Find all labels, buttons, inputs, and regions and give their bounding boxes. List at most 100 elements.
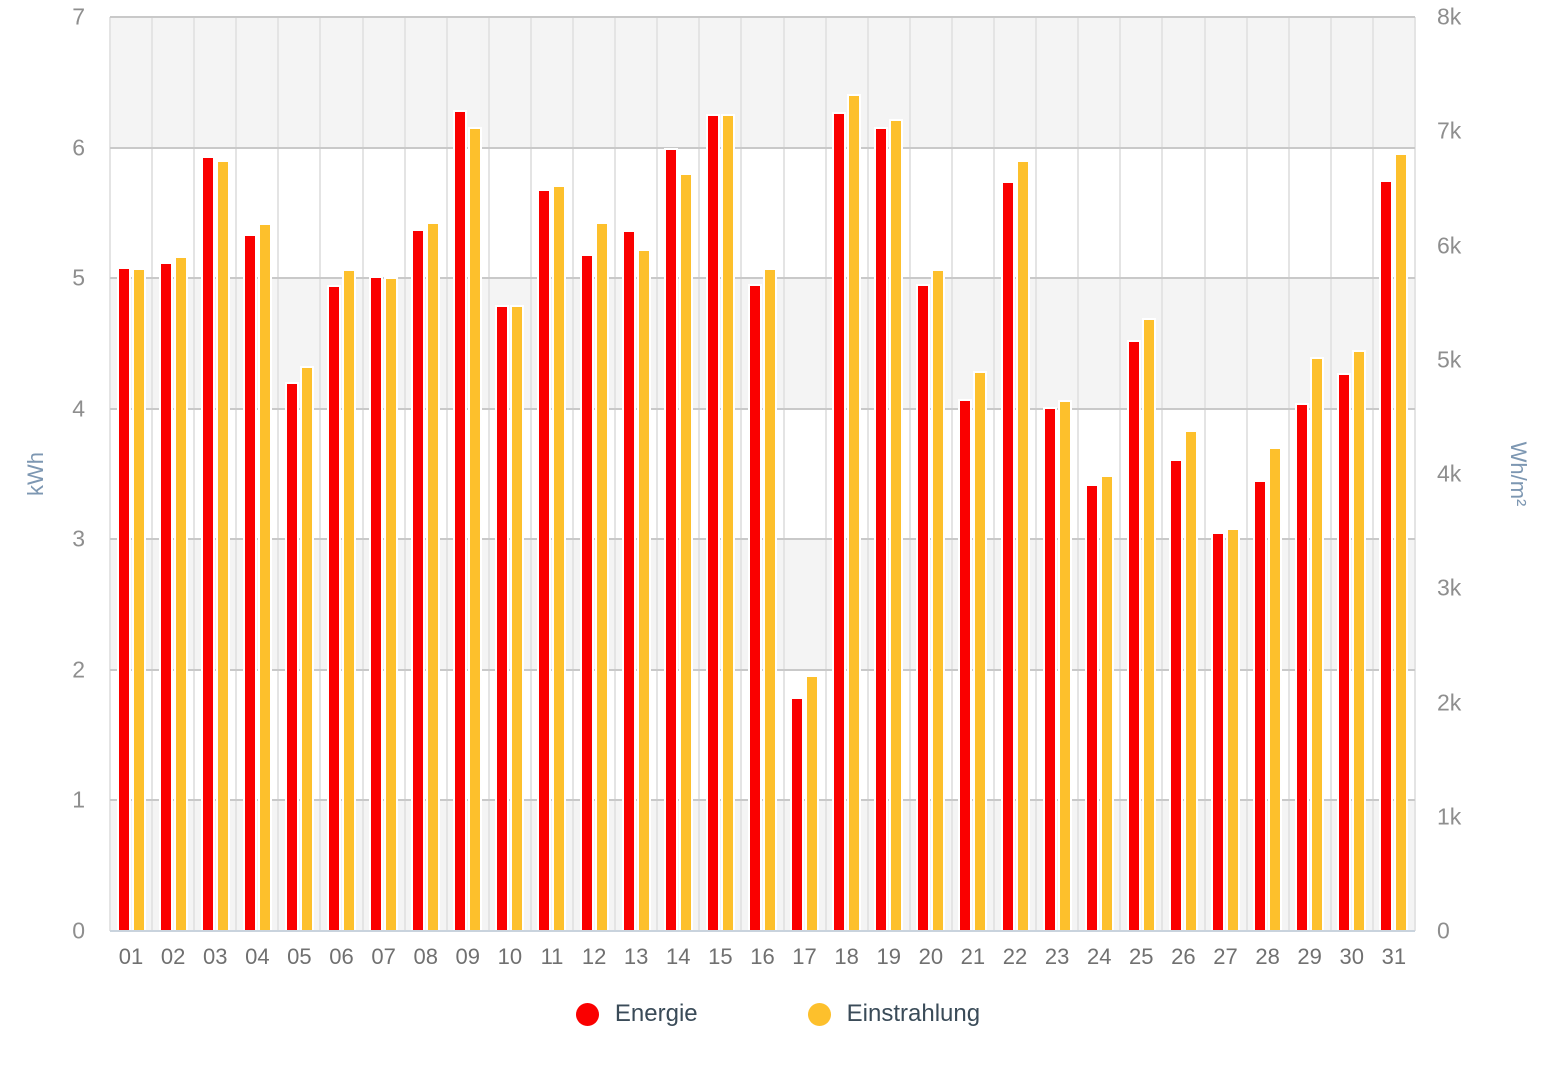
horizontal-gridline: [110, 146, 1415, 149]
bar-einstrahlung-20[interactable]: [931, 268, 946, 931]
bar-energie-04[interactable]: [242, 234, 257, 931]
bar-energie-16[interactable]: [747, 283, 762, 931]
right-tick-3k: 3k: [1437, 574, 1462, 601]
bar-einstrahlung-07[interactable]: [384, 276, 399, 931]
x-label-25: 25: [1129, 944, 1154, 969]
left-axis-ticks: 0 1 2 3 4 5 6 7: [0, 4, 85, 944]
bar-energie-26[interactable]: [1168, 458, 1183, 931]
bar-einstrahlung-18[interactable]: [847, 93, 862, 931]
bar-energie-20[interactable]: [916, 283, 931, 931]
vertical-gridline: [445, 17, 448, 931]
bar-energie-15[interactable]: [705, 114, 720, 931]
bar-energie-06[interactable]: [327, 285, 342, 931]
vertical-gridline: [193, 17, 196, 931]
bar-energie-27[interactable]: [1210, 532, 1225, 931]
bar-energie-13[interactable]: [621, 230, 636, 931]
x-label-10: 10: [497, 944, 523, 969]
x-label-19: 19: [876, 944, 901, 969]
bar-group-19: [868, 17, 910, 931]
bar-einstrahlung-09[interactable]: [468, 126, 483, 931]
vertical-gridline: [866, 17, 869, 931]
bar-energie-29[interactable]: [1295, 402, 1310, 931]
bar-energie-07[interactable]: [369, 276, 384, 931]
bar-group-28: [1247, 17, 1289, 931]
bar-einstrahlung-19[interactable]: [889, 118, 904, 931]
bar-energie-10[interactable]: [495, 304, 510, 931]
bar-energie-25[interactable]: [1126, 340, 1141, 931]
bar-einstrahlung-24[interactable]: [1099, 475, 1114, 931]
bar-einstrahlung-14[interactable]: [678, 172, 693, 931]
bar-energie-01[interactable]: [116, 267, 131, 931]
left-tick-4: 4: [72, 395, 85, 422]
bar-group-03: [194, 17, 236, 931]
vertical-gridline: [151, 17, 154, 931]
bar-einstrahlung-25[interactable]: [1141, 317, 1156, 931]
bar-einstrahlung-23[interactable]: [1057, 400, 1072, 931]
bar-energie-02[interactable]: [158, 261, 173, 931]
bar-einstrahlung-16[interactable]: [762, 267, 777, 931]
bar-einstrahlung-17[interactable]: [805, 675, 820, 931]
x-label-17: 17: [792, 944, 817, 969]
bar-einstrahlung-10[interactable]: [510, 305, 525, 931]
vertical-gridline: [950, 17, 953, 931]
bar-einstrahlung-05[interactable]: [299, 365, 314, 931]
bar-einstrahlung-11[interactable]: [552, 185, 567, 931]
bar-einstrahlung-28[interactable]: [1268, 446, 1283, 931]
bar-energie-30[interactable]: [1337, 372, 1352, 931]
x-label-21: 21: [960, 944, 986, 969]
bar-energie-19[interactable]: [874, 127, 889, 931]
bar-einstrahlung-15[interactable]: [720, 114, 735, 931]
bar-einstrahlung-31[interactable]: [1394, 153, 1409, 931]
bar-einstrahlung-12[interactable]: [594, 221, 609, 931]
bar-energie-24[interactable]: [1084, 483, 1099, 931]
bar-einstrahlung-06[interactable]: [342, 268, 357, 931]
right-axis-ticks: 0 1k 2k 3k 4k 5k 6k 7k 8k: [1437, 4, 1527, 944]
bar-energie-22[interactable]: [1000, 180, 1015, 931]
x-label-15: 15: [708, 944, 733, 969]
bar-einstrahlung-02[interactable]: [173, 256, 188, 931]
x-label-28: 28: [1255, 944, 1280, 969]
legend-item-energie[interactable]: Energie: [575, 1000, 698, 1028]
bar-einstrahlung-29[interactable]: [1310, 356, 1325, 931]
bar-energie-31[interactable]: [1379, 179, 1394, 931]
bar-einstrahlung-08[interactable]: [426, 221, 441, 931]
vertical-gridline: [1414, 17, 1416, 931]
bar-group-10: [489, 17, 531, 931]
bar-energie-12[interactable]: [579, 253, 594, 931]
bar-einstrahlung-26[interactable]: [1183, 429, 1198, 931]
bar-group-06: [320, 17, 362, 931]
bar-energie-14[interactable]: [663, 148, 678, 931]
vertical-gridline: [277, 17, 280, 931]
legend: Energie Einstrahlung: [0, 1000, 1556, 1028]
bar-einstrahlung-01[interactable]: [131, 267, 146, 931]
bar-energie-08[interactable]: [411, 229, 426, 931]
bar-einstrahlung-04[interactable]: [257, 222, 272, 931]
bar-einstrahlung-21[interactable]: [973, 371, 988, 931]
bar-energie-17[interactable]: [790, 696, 805, 931]
vertical-gridline: [1203, 17, 1206, 931]
bar-energie-18[interactable]: [832, 111, 847, 931]
bar-energie-09[interactable]: [453, 110, 468, 931]
vertical-gridline: [698, 17, 701, 931]
bar-energie-05[interactable]: [284, 381, 299, 931]
left-tick-7: 7: [72, 3, 85, 30]
bar-group-04: [236, 17, 278, 931]
bar-group-14: [657, 17, 699, 931]
legend-item-einstrahlung[interactable]: Einstrahlung: [807, 1000, 980, 1028]
bar-einstrahlung-03[interactable]: [215, 160, 230, 931]
bar-group-22: [994, 17, 1036, 931]
bar-energie-03[interactable]: [200, 156, 215, 931]
plot-area: [109, 16, 1416, 932]
bar-energie-21[interactable]: [958, 398, 973, 931]
x-label-24: 24: [1086, 944, 1112, 969]
bar-energie-23[interactable]: [1042, 406, 1057, 931]
bar-einstrahlung-22[interactable]: [1015, 160, 1030, 931]
bar-energie-28[interactable]: [1253, 479, 1268, 931]
bar-energie-11[interactable]: [537, 188, 552, 931]
bar-group-26: [1162, 17, 1204, 931]
right-tick-1k: 1k: [1437, 803, 1462, 830]
bar-einstrahlung-30[interactable]: [1352, 349, 1367, 931]
bar-einstrahlung-13[interactable]: [636, 249, 651, 931]
bar-einstrahlung-27[interactable]: [1225, 527, 1240, 931]
bar-group-20: [910, 17, 952, 931]
